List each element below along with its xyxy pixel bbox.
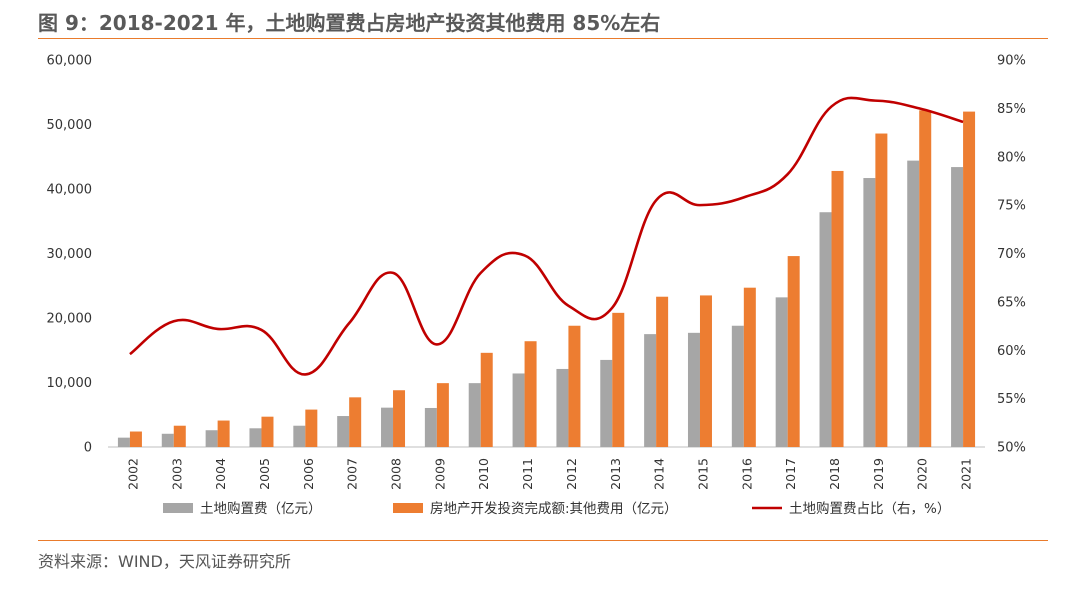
bar-land-purchase (731, 325, 744, 447)
x-tick-label: 2010 (476, 458, 491, 490)
bar-land-purchase (424, 407, 437, 447)
legend-label-other-expenses: 房地产开发投资完成额:其他费用（亿元） (430, 501, 678, 517)
bar-land-purchase (249, 428, 262, 447)
x-tick-label: 2018 (827, 458, 842, 490)
y-right-tick-label: 80% (997, 150, 1026, 165)
y-left-tick-label: 10,000 (47, 376, 93, 391)
y-right-tick-label: 85% (997, 102, 1026, 117)
x-tick-label: 2006 (301, 458, 316, 490)
bar-land-purchase (337, 416, 350, 447)
y-right-tick-label: 75% (997, 199, 1026, 214)
ratio-line-layer (129, 96, 964, 376)
y-left-tick-label: 50,000 (47, 118, 93, 133)
legend: 土地购置费（亿元） 房地产开发投资完成额:其他费用（亿元） 土地购置费占比（右，%） (163, 501, 950, 517)
bar-land-purchase (600, 359, 613, 447)
bar-other-expenses (305, 409, 318, 447)
source-note: 资料来源：WIND，天风证券研究所 (38, 552, 291, 571)
bar-other-expenses (656, 296, 669, 447)
x-tick-label: 2012 (564, 458, 579, 490)
bar-land-purchase (819, 212, 832, 447)
bar-land-purchase (907, 160, 920, 447)
y-right-tick-label: 60% (997, 344, 1026, 359)
legend-swatch-other-expenses (393, 503, 423, 513)
land-ratio-line (129, 96, 964, 376)
y-right-tick-label: 65% (997, 295, 1026, 310)
bar-other-expenses (349, 397, 362, 447)
bar-other-expenses (436, 383, 449, 447)
bar-other-expenses (217, 420, 230, 447)
x-tick-label: 2009 (432, 458, 447, 490)
bar-other-expenses (875, 133, 888, 447)
x-tick-label: 2015 (695, 458, 710, 490)
bar-other-expenses (524, 341, 537, 447)
bar-land-purchase (161, 433, 174, 447)
x-tick-label: 2014 (652, 458, 667, 490)
bar-other-expenses (919, 110, 932, 447)
x-tick-label: 2007 (345, 458, 360, 490)
x-tick-label: 2017 (783, 458, 798, 490)
x-tick-label: 2002 (125, 458, 140, 490)
bar-other-expenses (568, 325, 581, 447)
legend-label-ratio-line: 土地购置费占比（右，%） (789, 501, 950, 517)
bar-other-expenses (261, 416, 274, 447)
bar-other-expenses (787, 256, 800, 447)
bar-land-purchase (687, 332, 700, 447)
x-tick-label: 2005 (257, 458, 272, 490)
bar-other-expenses (173, 425, 186, 447)
bar-other-expenses (831, 170, 844, 447)
top-divider (38, 38, 1048, 39)
y-right-tick-label: 55% (997, 392, 1026, 407)
y-right-tick-label: 50% (997, 441, 1026, 456)
x-tick-label: 2019 (871, 458, 886, 490)
legend-label-land-purchase: 土地购置费（亿元） (200, 501, 322, 517)
bar-other-expenses (612, 312, 625, 447)
chart-title: 图 9：2018-2021 年，土地购置费占房地产投资其他费用 85%左右 (38, 11, 661, 35)
x-tick-label: 2021 (959, 458, 974, 490)
bar-land-purchase (863, 178, 876, 447)
bar-land-purchase (644, 334, 657, 447)
x-tick-label: 2008 (389, 458, 404, 490)
bar-land-purchase (775, 297, 788, 447)
bar-land-purchase (205, 430, 218, 447)
bar-land-purchase (556, 368, 569, 447)
legend-swatch-land-purchase (163, 503, 193, 513)
x-tick-label: 2004 (213, 458, 228, 490)
bar-land-purchase (381, 407, 394, 447)
bottom-divider (38, 540, 1048, 541)
bar-land-purchase (951, 167, 964, 447)
x-tick-label: 2011 (520, 458, 535, 490)
y-left-tick-label: 20,000 (47, 312, 93, 327)
bar-other-expenses (129, 431, 142, 447)
y-right-tick-label: 70% (997, 247, 1026, 262)
bar-land-purchase (293, 425, 306, 447)
tick-labels: 0 10,000 20,000 30,000 40,000 50,000 60,000 50%… (47, 54, 1026, 490)
y-left-tick-label: 30,000 (47, 247, 93, 262)
bars (117, 110, 976, 447)
x-tick-label: 2003 (169, 458, 184, 490)
x-tick-label: 2020 (915, 458, 930, 490)
y-left-tick-label: 60,000 (47, 54, 93, 69)
bar-other-expenses (743, 287, 756, 447)
bar-land-purchase (512, 373, 525, 447)
bar-land-purchase (117, 437, 130, 447)
bar-other-expenses (963, 111, 976, 447)
bar-other-expenses (393, 390, 406, 447)
bar-other-expenses (699, 295, 712, 447)
bar-land-purchase (468, 383, 481, 447)
x-tick-label: 2013 (608, 458, 623, 490)
y-left-tick-label: 0 (84, 441, 92, 456)
bar-other-expenses (480, 352, 493, 447)
x-tick-label: 2016 (739, 458, 754, 490)
y-left-tick-label: 40,000 (47, 183, 93, 198)
y-right-tick-label: 90% (997, 54, 1026, 69)
